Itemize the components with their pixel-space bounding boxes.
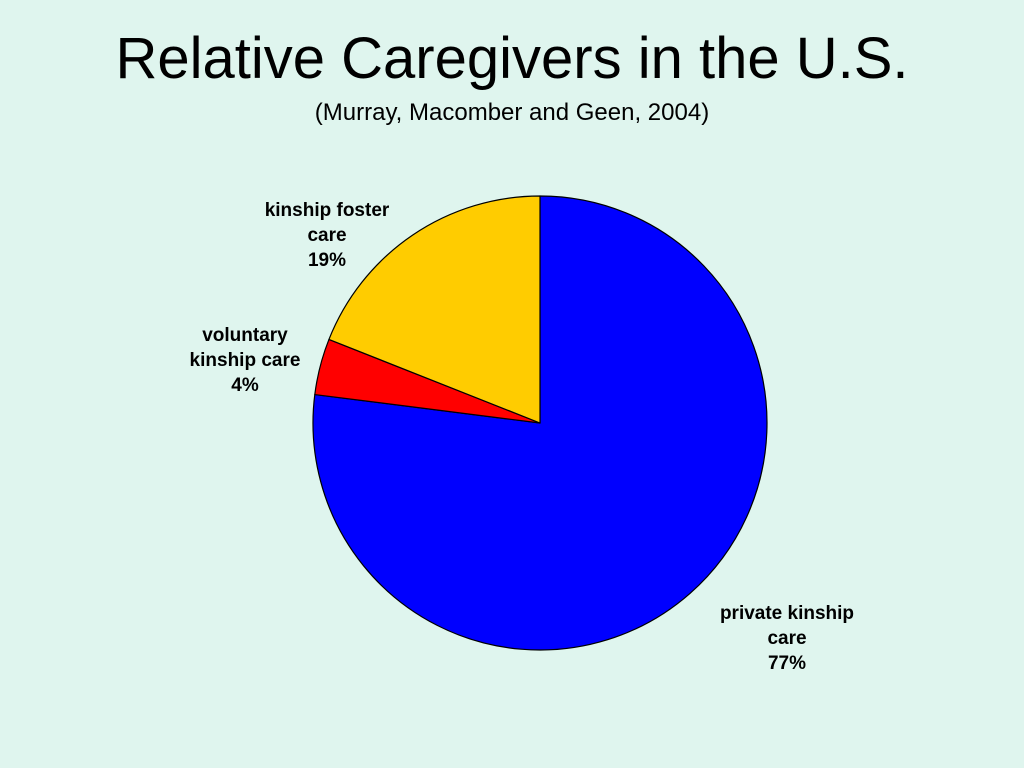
slice-label-kinship-foster-care: kinship foster care 19% <box>265 200 390 271</box>
slice-name-label: private kinship <box>720 603 854 624</box>
slice-percent-label: 19% <box>308 250 346 271</box>
slice-name-label: care <box>767 628 806 649</box>
slice-name-label: voluntary <box>202 325 288 346</box>
pie-slice-kinship-foster-care <box>328 195 541 424</box>
slide-subtitle: (Murray, Macomber and Geen, 2004) <box>314 99 710 126</box>
slice-percent-label: 77% <box>768 653 806 674</box>
slice-name-label: kinship foster <box>265 200 390 221</box>
pie-labels: private kinship care 77% voluntary kinship c… <box>190 200 855 674</box>
slice-name-label: care <box>307 225 346 246</box>
pie-slice-private-kinship-care <box>312 195 768 651</box>
slice-label-private-kinship-care: private kinship care 77% <box>720 603 854 674</box>
slice-name-label: kinship care <box>190 350 301 371</box>
slice-label-voluntary-kinship-care: voluntary kinship care 4% <box>190 325 301 396</box>
slice-percent-label: 4% <box>231 375 259 396</box>
pie-slices <box>312 195 768 651</box>
slide-title: Relative Caregivers in the U.S. <box>115 26 909 91</box>
